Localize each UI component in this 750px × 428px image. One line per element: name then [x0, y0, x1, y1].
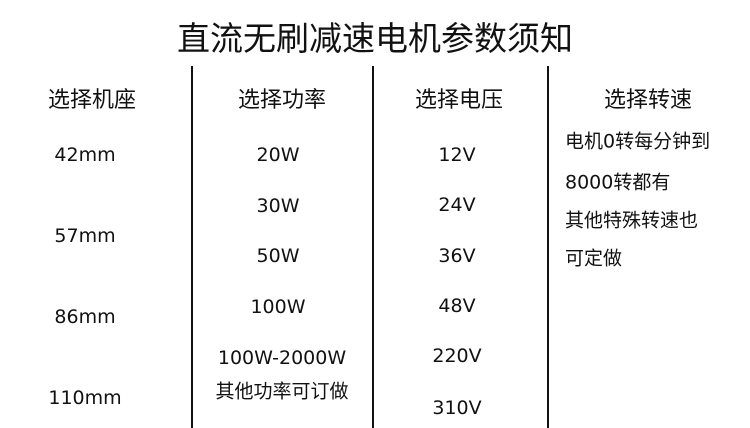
- power-item: 30W: [256, 195, 300, 217]
- voltage-item: 12V: [438, 144, 476, 166]
- frame-size-item: 42mm: [54, 144, 116, 166]
- speed-text-line: 8000转都有: [565, 171, 671, 194]
- header-voltage: 选择电压: [414, 88, 504, 113]
- frame-size-item: 110mm: [48, 387, 122, 409]
- power-item: 50W: [256, 245, 300, 267]
- header-speed: 选择转速: [603, 88, 693, 113]
- voltage-item: 220V: [432, 345, 482, 367]
- power-item: 100W-2000W: [217, 347, 347, 369]
- speed-text-line: 其他特殊转速也: [565, 209, 699, 232]
- power-item: 20W: [256, 144, 300, 166]
- power-item: 100W: [250, 296, 306, 318]
- column-divider: [547, 66, 549, 428]
- voltage-item: 48V: [438, 295, 476, 317]
- header-power: 选择功率: [237, 88, 327, 113]
- frame-size-item: 86mm: [54, 306, 116, 328]
- speed-text-line: 电机0转每分钟到: [565, 130, 711, 153]
- power-item: 其他功率可订做: [215, 380, 349, 403]
- voltage-item: 24V: [438, 194, 476, 216]
- column-divider: [372, 66, 374, 428]
- page-title: 直流无刷减速电机参数须知: [177, 19, 573, 58]
- column-divider: [191, 66, 193, 428]
- speed-text-line: 可定做: [565, 247, 623, 270]
- header-frame-size: 选择机座: [47, 88, 137, 113]
- voltage-item: 36V: [438, 245, 476, 267]
- frame-size-item: 57mm: [54, 225, 116, 247]
- voltage-item: 310V: [432, 397, 482, 419]
